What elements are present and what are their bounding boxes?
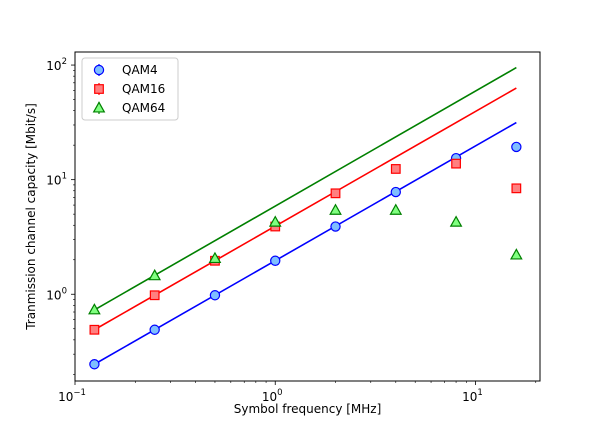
y-tick-label: 100: [46, 286, 67, 302]
qam4-legend-label: QAM4: [122, 63, 158, 77]
y-tick-label: 102: [46, 57, 67, 73]
x-tick-label: 100: [262, 388, 283, 404]
qam64-point: [148, 268, 162, 281]
axes-frame: [74, 51, 541, 382]
qam4-point: [511, 141, 522, 153]
qam64-point: [449, 215, 463, 227]
qam64-point: [88, 303, 101, 315]
qam4-point: [330, 221, 341, 232]
qam4-point: [89, 359, 100, 370]
qam16-point: [89, 324, 100, 335]
qam64-point: [510, 248, 523, 260]
qam4-legend-marker: [93, 64, 105, 76]
qam4-point: [270, 255, 281, 266]
qam16-legend-marker: [94, 84, 104, 94]
qam64-point: [329, 203, 342, 215]
qam64-point: [268, 215, 282, 227]
x-axis-label: Symbol frequency [MHz]: [234, 402, 382, 416]
qam16-fit-line: [94, 87, 517, 331]
qam4-point: [390, 186, 401, 198]
qam16-point: [149, 290, 160, 301]
qam4-fit-line: [94, 121, 517, 365]
legend-frame: [81, 57, 179, 121]
y-axis-label: Tranmission channel capacity [Mbit/s]: [24, 103, 38, 331]
qam16-legend-label: QAM16: [122, 82, 165, 96]
x-tick-label: 101: [462, 388, 483, 404]
x-tick-label: 10−1: [58, 388, 86, 404]
qam64-legend-label: QAM64: [122, 101, 165, 115]
qam16-point: [330, 188, 341, 199]
qam4-point: [209, 290, 221, 301]
qam64-legend-marker: [92, 101, 106, 113]
qam16-point: [451, 158, 461, 169]
qam4-point: [149, 324, 160, 335]
qam16-point: [390, 164, 401, 174]
legend: QAM4 QAM16 QAM64: [81, 57, 179, 121]
plot-area: [88, 66, 523, 370]
qam64-fit-line: [94, 66, 517, 311]
qam16-point: [511, 183, 522, 194]
y-tick-label: 101: [46, 172, 67, 188]
qam64-point: [389, 203, 403, 215]
axis-ticks: 10−1 100 101 100 101 102: [46, 57, 537, 404]
qam64-point: [208, 251, 222, 264]
